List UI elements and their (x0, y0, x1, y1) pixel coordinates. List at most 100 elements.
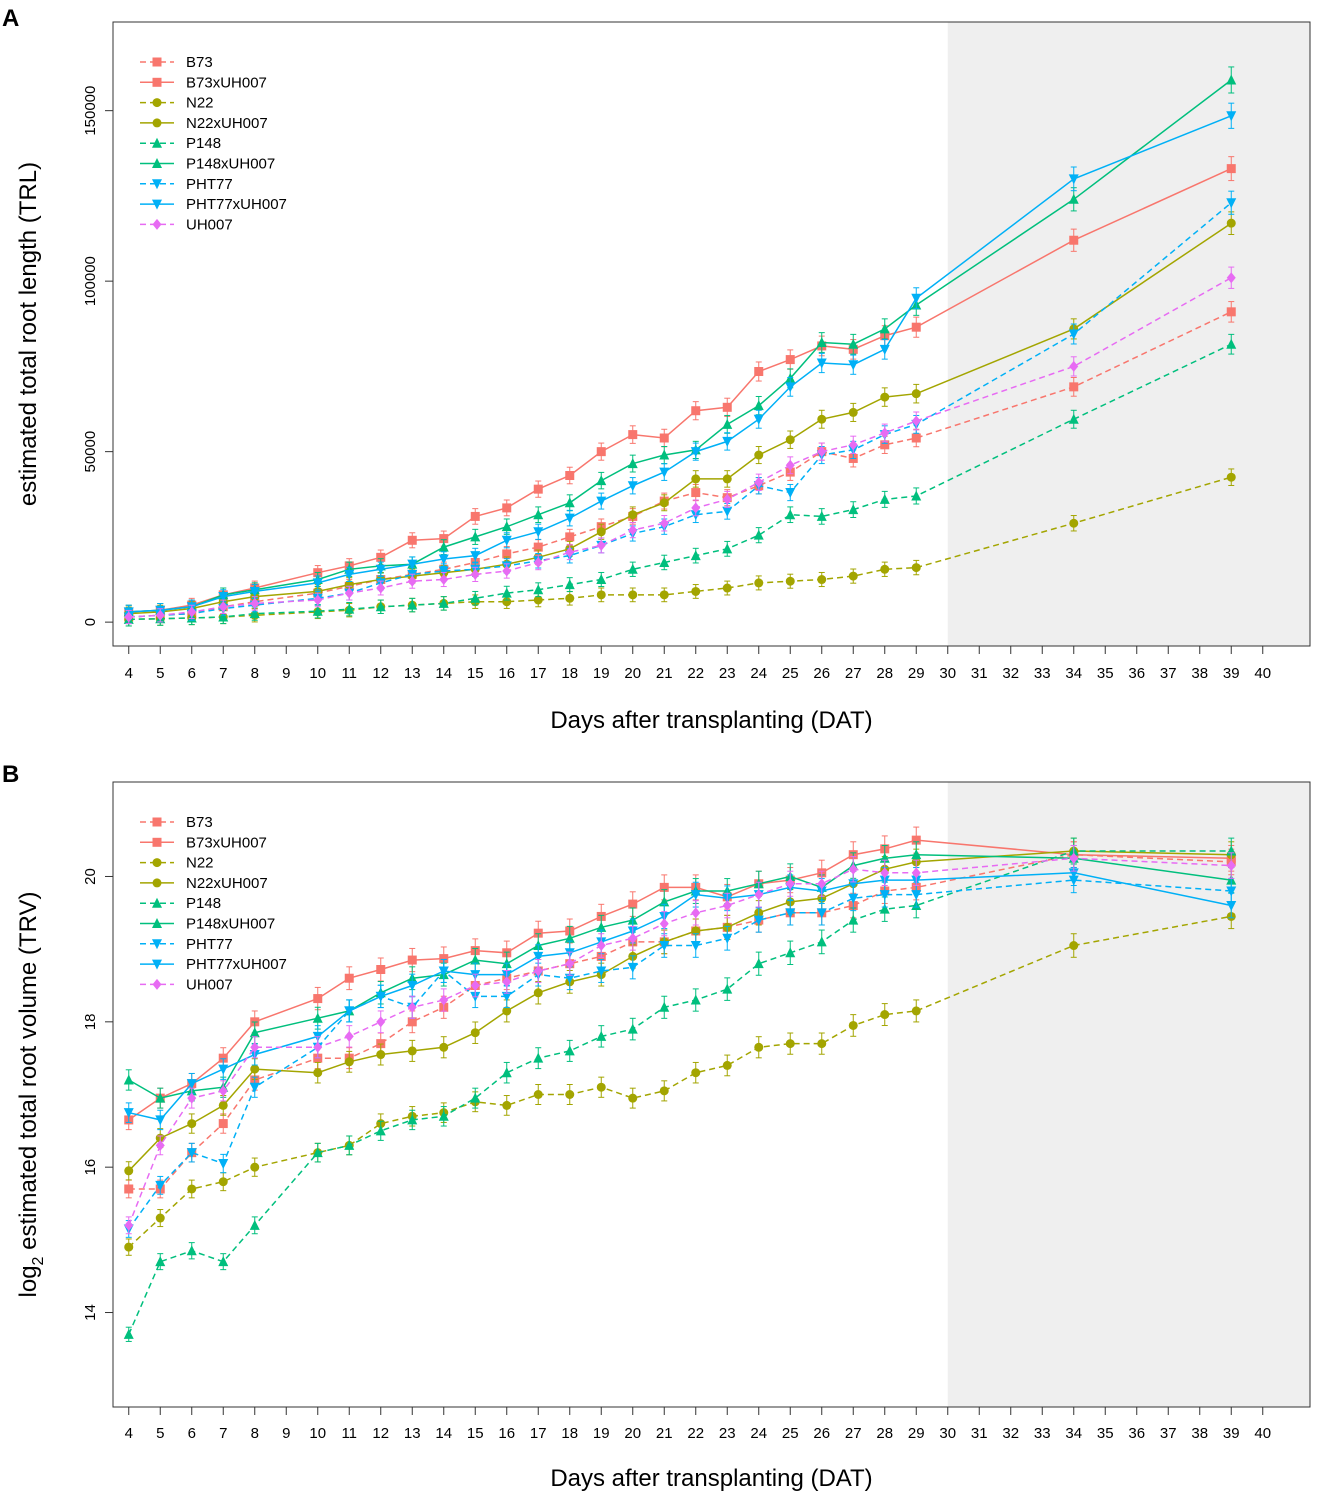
x-tick-label: 38 (1191, 665, 1208, 682)
data-point (628, 899, 638, 909)
data-point (249, 1219, 260, 1230)
data-point (152, 959, 162, 970)
data-point (880, 1010, 890, 1020)
data-point (438, 597, 449, 608)
data-point (312, 1012, 323, 1023)
data-point (502, 597, 512, 607)
data-point (312, 1147, 323, 1158)
data-point (565, 546, 575, 558)
data-point (596, 966, 607, 977)
legend-item: PHT77 (140, 176, 233, 193)
data-point (344, 1057, 354, 1067)
x-tick-label: 34 (1065, 665, 1082, 682)
data-point (848, 504, 859, 515)
data-point (1226, 860, 1236, 872)
data-point (155, 609, 165, 621)
data-point (691, 488, 701, 498)
x-tick-label: 14 (435, 1425, 452, 1442)
x-tick-label: 17 (530, 665, 547, 682)
data-point (250, 597, 260, 609)
data-point (848, 360, 859, 371)
data-point (627, 563, 638, 574)
data-point (155, 1139, 165, 1151)
data-point (659, 1001, 670, 1012)
x-tick-label: 39 (1223, 1425, 1240, 1442)
data-point (848, 914, 859, 925)
data-point (627, 481, 638, 492)
data-point (816, 936, 827, 947)
x-tick-label: 22 (687, 665, 704, 682)
data-point (659, 498, 669, 508)
data-point (911, 563, 921, 573)
data-point (152, 137, 162, 148)
data-point (565, 471, 575, 481)
data-point (848, 571, 858, 581)
data-point (659, 882, 669, 892)
data-point (407, 1114, 418, 1125)
panel-letter: B (2, 761, 19, 788)
data-point (533, 484, 543, 494)
data-point (152, 897, 162, 908)
data-point (438, 541, 449, 552)
data-point (722, 436, 733, 447)
data-point (470, 551, 481, 562)
data-point (533, 595, 543, 605)
y-tick-label: 150000 (82, 86, 99, 136)
data-point (753, 915, 764, 926)
data-point (564, 932, 575, 943)
data-point (152, 978, 162, 990)
data-point (218, 1177, 228, 1187)
data-point (753, 958, 764, 969)
data-point (785, 509, 796, 520)
legend-item: P148 (140, 135, 221, 152)
data-point (879, 903, 890, 914)
data-point (1069, 360, 1079, 372)
data-point (628, 1093, 638, 1103)
data-point (565, 532, 575, 542)
data-point (313, 994, 323, 1004)
x-tick-label: 39 (1223, 665, 1240, 682)
data-point (533, 509, 544, 520)
data-point (911, 867, 921, 879)
panel-letter: A (2, 5, 19, 32)
legend-label: PHT77xUH007 (186, 956, 287, 973)
x-tick-label: 10 (309, 1425, 326, 1442)
panel-b: 4 5 6 7 8 9 10 11 12 13 14 15 16 17 18 19 20 21 22 23 24 25 26… (2, 761, 1311, 1492)
x-tick-label: 31 (971, 665, 988, 682)
x-tick-label: 10 (309, 665, 326, 682)
legend-label: N22xUH007 (186, 115, 268, 132)
x-tick-label: 26 (813, 1425, 830, 1442)
data-point (218, 1053, 228, 1063)
data-point (628, 510, 638, 520)
data-point (1226, 272, 1236, 284)
legend-label: N22 (186, 855, 214, 872)
legend-label: B73xUH007 (186, 834, 267, 851)
data-point (690, 550, 701, 561)
data-point (218, 1119, 228, 1129)
data-point (785, 382, 796, 393)
x-tick-label: 35 (1097, 1425, 1114, 1442)
y-tick-label: 20 (82, 868, 99, 885)
x-tick-label: 31 (971, 1425, 988, 1442)
data-point (722, 933, 733, 944)
data-point (628, 524, 638, 536)
data-point (596, 475, 607, 486)
y-tick-label: 16 (82, 1159, 99, 1176)
data-point (690, 890, 701, 901)
x-tick-label: 6 (188, 665, 196, 682)
data-point (313, 1068, 323, 1078)
data-point (533, 556, 543, 568)
x-tick-label: 18 (561, 665, 578, 682)
data-point (691, 474, 701, 484)
data-point (152, 817, 162, 827)
x-tick-label: 25 (782, 1425, 799, 1442)
data-point (439, 1042, 449, 1052)
data-point (785, 947, 796, 958)
data-point (375, 564, 386, 575)
legend-item: P148xUH007 (140, 156, 275, 173)
series-pht77xuh007 (123, 102, 1237, 620)
data-point (1069, 941, 1079, 951)
x-axis-title: Days after transplanting (DAT) (550, 707, 872, 734)
data-point (754, 450, 764, 460)
